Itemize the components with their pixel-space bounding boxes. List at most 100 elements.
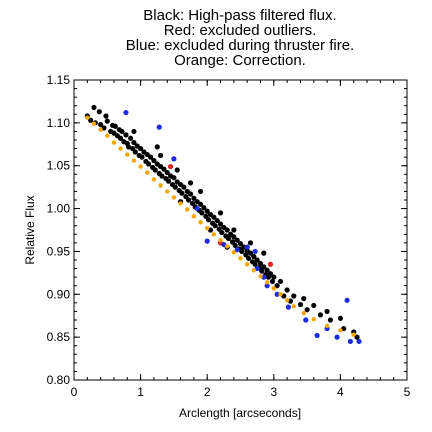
blue-data-point — [244, 244, 250, 250]
black-data-point — [224, 227, 230, 233]
orange-data-point — [264, 280, 270, 285]
black-data-point — [103, 113, 109, 119]
x-tick-label: 2 — [204, 385, 211, 399]
black-data-point — [199, 210, 205, 216]
black-data-point — [324, 308, 330, 315]
black-data-point — [187, 180, 194, 186]
black-data-point — [191, 195, 197, 201]
black-data-point — [172, 184, 178, 190]
orange-data-point — [301, 310, 306, 316]
black-data-point — [237, 241, 244, 247]
black-data-point — [225, 235, 232, 242]
x-tick-label: 5 — [404, 385, 411, 399]
orange-data-point — [238, 256, 243, 261]
orange-data-point — [145, 170, 150, 175]
black-data-point — [159, 173, 165, 179]
red-data-point — [267, 261, 274, 267]
black-data-point — [187, 191, 194, 197]
black-data-point — [112, 123, 118, 129]
blue-data-point — [314, 332, 320, 339]
black-data-point — [254, 257, 260, 263]
orange-data-point — [338, 328, 343, 333]
black-data-point — [96, 109, 102, 115]
blue-data-point — [171, 156, 177, 162]
black-data-point — [269, 278, 276, 285]
blue-data-point — [194, 205, 200, 212]
black-data-point — [301, 295, 307, 302]
black-data-point — [161, 166, 167, 172]
black-data-point — [354, 334, 360, 340]
black-data-point — [212, 223, 218, 229]
orange-data-point — [198, 220, 203, 225]
black-data-point — [88, 117, 94, 123]
y-tick-label: 0.80 — [47, 373, 71, 387]
black-data-point — [197, 188, 204, 195]
black-data-point — [257, 260, 264, 267]
black-data-point — [204, 208, 210, 214]
orange-data-point — [85, 115, 90, 120]
black-data-point — [327, 317, 334, 323]
black-data-point — [157, 152, 164, 159]
orange-data-point — [138, 164, 143, 169]
black-data-point — [164, 169, 170, 176]
black-data-point — [98, 121, 104, 128]
black-data-point — [119, 128, 125, 135]
orange-data-point — [105, 133, 110, 138]
orange-data-point — [151, 177, 157, 182]
black-data-point — [128, 135, 134, 141]
black-data-point — [123, 132, 129, 138]
black-data-point — [317, 312, 324, 318]
black-data-point — [264, 267, 270, 273]
black-data-point — [231, 227, 237, 233]
black-data-point — [267, 271, 274, 277]
black-data-point — [211, 214, 217, 220]
blue-data-point — [234, 247, 240, 253]
black-data-point — [197, 201, 204, 207]
black-data-point — [284, 287, 290, 293]
black-data-point — [138, 145, 144, 152]
x-tick-label: 4 — [337, 385, 344, 399]
orange-data-point — [291, 304, 296, 309]
orange-data-point — [205, 226, 210, 231]
orange-data-point — [218, 238, 223, 243]
orange-data-point — [125, 152, 130, 157]
y-axis-label: Relative Flux — [23, 195, 37, 264]
black-data-point — [104, 118, 110, 124]
black-data-point — [185, 197, 192, 203]
data-points — [84, 104, 362, 345]
title-line-3: Blue: excluded during thruster fire. — [126, 37, 354, 54]
blue-data-point — [356, 338, 362, 345]
chart-title: Black: High-pass filtered flux. Red: exc… — [126, 7, 354, 69]
orange-data-point — [185, 207, 190, 212]
orange-data-point — [278, 292, 283, 297]
black-data-point — [201, 205, 207, 211]
black-data-point — [232, 242, 238, 249]
black-data-point — [277, 278, 284, 285]
title-line-4: Orange: Correction. — [174, 52, 306, 69]
orange-data-point — [111, 140, 117, 145]
black-data-point — [247, 250, 254, 256]
black-data-point — [231, 234, 237, 240]
blue-data-point — [274, 291, 280, 297]
orange-data-point — [258, 274, 263, 279]
blue-data-point — [264, 283, 270, 289]
orange-data-point — [91, 121, 97, 126]
orange-data-point — [271, 286, 276, 291]
orange-data-point — [98, 127, 103, 132]
orange-data-point — [311, 316, 316, 322]
orange-data-point — [178, 201, 183, 206]
black-data-point — [239, 248, 245, 255]
y-tick-label: 0.90 — [47, 287, 71, 301]
blue-data-point — [156, 124, 162, 130]
black-data-point — [259, 268, 265, 274]
x-tick-label: 3 — [270, 385, 277, 399]
orange-data-point — [211, 232, 217, 237]
black-data-point — [217, 221, 224, 227]
black-data-point — [297, 301, 304, 308]
black-data-point — [291, 293, 297, 299]
y-tick-label: 1.05 — [47, 159, 71, 173]
black-data-point — [274, 283, 280, 289]
blue-data-point — [303, 317, 309, 323]
title-line-2: Red: excluded outliers. — [164, 22, 317, 39]
